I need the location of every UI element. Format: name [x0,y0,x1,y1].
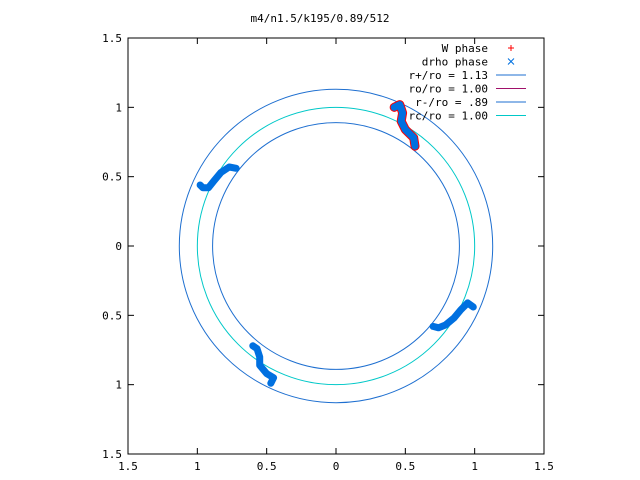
legend-label: ro/ro = 1.00 [409,83,488,96]
y-tick-label: 0 [115,240,122,253]
x-tick-label: 0.5 [257,460,277,473]
legend-label: r+/ro = 1.13 [409,69,488,82]
arm-drho-0 [390,101,419,150]
circles-group [178,88,494,404]
arm-drho-2 [249,342,278,387]
arms-group [196,100,477,387]
arm-drho-1 [196,163,240,192]
x-tick-label: 0.5 [395,460,415,473]
x-tick-label: 1 [471,460,478,473]
x-tick-label: 1.5 [118,460,138,473]
arm-drho-3 [429,299,477,332]
legend-label: W phase [442,42,488,55]
legend-plus-marker [508,45,514,51]
circle-2 [196,106,476,386]
chart-title: m4/n1.5/k195/0.89/512 [250,12,389,25]
legend-label: r-/ro = .89 [415,96,488,109]
x-tick-label: 1.5 [534,460,554,473]
y-tick-label: 1.5 [102,448,122,461]
circle-0 [178,88,494,404]
y-tick-label: 0.5 [102,309,122,322]
axis-ticks: 1.5 1 0.5 0 0.5 1 1.51.510.500.511.5 [102,32,554,473]
y-tick-label: 1 [115,101,122,114]
x-tick-label: 1 [194,460,201,473]
legend-x-marker [507,58,515,65]
x-tick-label: 0 [333,460,340,473]
y-tick-label: 1 [115,379,122,392]
y-tick-label: 1.5 [102,32,122,45]
legend-label: drho phase [422,56,488,69]
circle-1 [212,122,460,370]
legend-label: rc/ro = 1.00 [409,110,488,123]
y-tick-label: 0.5 [102,171,122,184]
